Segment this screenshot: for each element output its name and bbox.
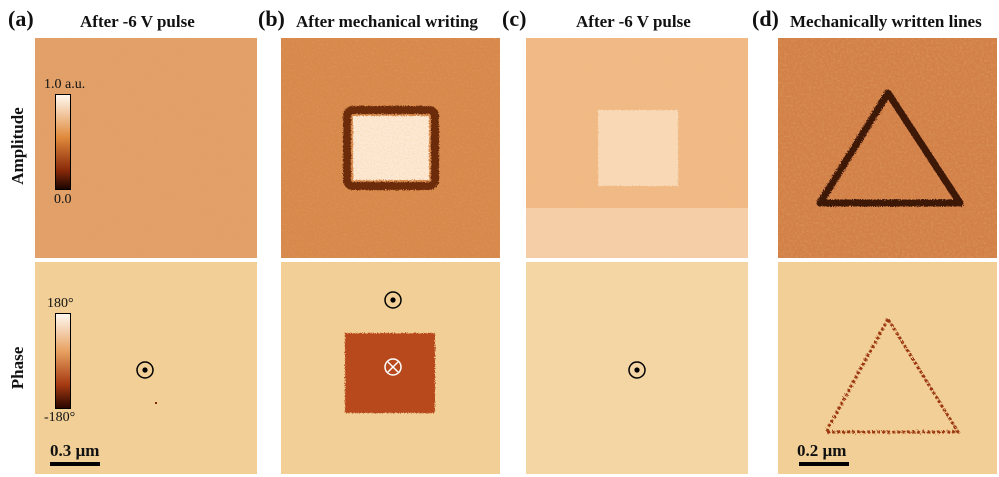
dot-in-circle-icon bbox=[384, 291, 402, 309]
row-label-phase: Phase bbox=[8, 346, 27, 390]
amplitude-colorbar-max: 1.0 a.u. bbox=[44, 77, 86, 92]
phase-colorbar-max: 180° bbox=[47, 296, 74, 311]
phase-map-d bbox=[778, 262, 997, 474]
dot-in-circle-icon bbox=[136, 361, 154, 379]
amplitude-colorbar bbox=[55, 94, 71, 190]
panel-letter-c: (c) bbox=[502, 6, 527, 31]
scalebar-label-d: 0.2 µm bbox=[797, 441, 847, 460]
phase-colorbar bbox=[55, 313, 71, 409]
amplitude-map-a bbox=[35, 38, 257, 258]
panel-letter-a: (a) bbox=[8, 6, 34, 31]
amplitude-map-c bbox=[526, 38, 748, 258]
phase-map-b bbox=[281, 262, 500, 474]
panel-title-d: Mechanically written lines bbox=[790, 12, 982, 31]
phase-colorbar-min: -180° bbox=[44, 410, 76, 425]
scalebar-a bbox=[50, 462, 100, 466]
cross-in-circle-icon bbox=[384, 358, 402, 376]
amplitude-map-b bbox=[281, 38, 500, 258]
panel-title-b: After mechanical writing bbox=[296, 12, 478, 31]
dot-in-circle-icon bbox=[628, 361, 646, 379]
scalebar-label-a: 0.3 µm bbox=[50, 441, 100, 460]
panel-title-a: After -6 V pulse bbox=[80, 12, 195, 31]
scalebar-d bbox=[799, 462, 849, 466]
panel-letter-b: (b) bbox=[258, 6, 285, 31]
amplitude-colorbar-min: 0.0 bbox=[54, 192, 72, 207]
panel-letter-d: (d) bbox=[752, 6, 779, 31]
amplitude-map-d bbox=[778, 38, 997, 258]
panel-title-c: After -6 V pulse bbox=[576, 12, 691, 31]
row-label-amplitude: Amplitude bbox=[8, 107, 27, 185]
